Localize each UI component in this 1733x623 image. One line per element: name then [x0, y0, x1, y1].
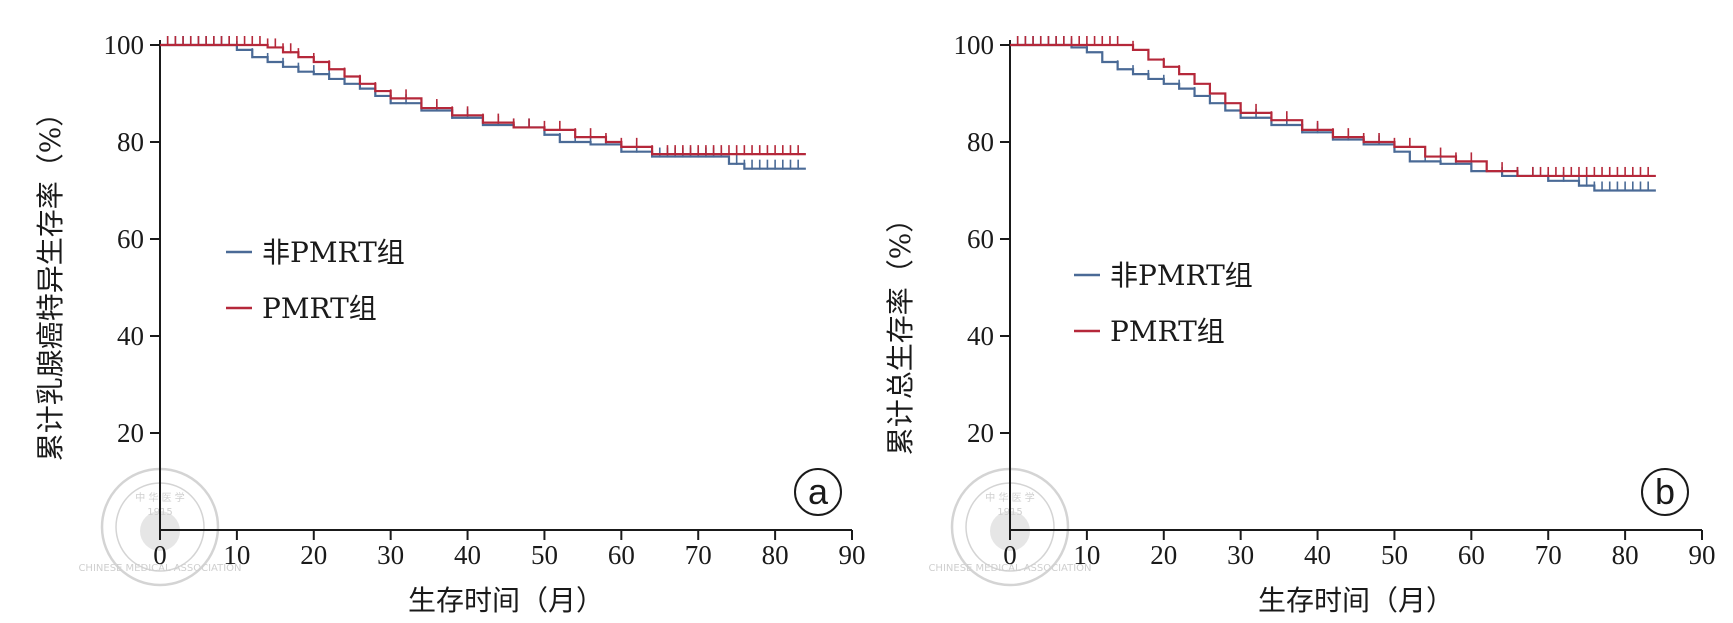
x-tick-label: 90	[1689, 540, 1716, 570]
panel-letter-circle	[794, 468, 842, 516]
legend: 非PMRT组 PMRT组	[1074, 259, 1253, 348]
legend-label: PMRT组	[262, 292, 377, 325]
y-tick-label: 100	[104, 30, 145, 60]
survival-curve	[160, 43, 806, 170]
axes: 0 10 20 30 40 50 60 70 80 90 20 40 60 80 100 生存时间（月） 累计总…	[884, 30, 1716, 617]
x-tick-label: 30	[377, 540, 404, 570]
x-tick-label: 80	[1612, 540, 1639, 570]
y-tick-label: 40	[967, 321, 994, 351]
y-axis-title: 累计乳腺癌特异生存率（%）	[34, 99, 67, 462]
x-tick-label: 30	[1227, 540, 1254, 570]
y-tick-label: 40	[117, 321, 144, 351]
y-tick-label: 60	[117, 224, 144, 254]
y-tick-label: 100	[954, 30, 995, 60]
x-tick-label: 90	[839, 540, 866, 570]
series-group	[1010, 36, 1656, 192]
chart-panel-a: 中 华 医 学1915CHINESE MEDICAL ASSOCIATION 0…	[34, 30, 866, 617]
x-tick-label: 40	[1304, 540, 1331, 570]
x-axis-title: 生存时间（月）	[408, 584, 604, 617]
axes: 0 10 20 30 40 50 60 70 80 90 20 40 60 80 100 生存时间（月） 累计乳…	[34, 30, 866, 617]
legend-label: 非PMRT组	[1110, 259, 1253, 292]
x-tick-label: 80	[762, 540, 789, 570]
y-tick-label: 80	[117, 127, 144, 157]
chart-panel-b: 中 华 医 学1915CHINESE MEDICAL ASSOCIATION 0…	[884, 30, 1716, 617]
x-tick-label: 70	[685, 540, 712, 570]
x-tick-label: 60	[1458, 540, 1485, 570]
x-tick-label: 20	[1150, 540, 1177, 570]
x-tick-label: 0	[1003, 540, 1017, 570]
x-axis-title: 生存时间（月）	[1258, 584, 1454, 617]
survival-curve	[1010, 43, 1656, 178]
panel-label: b	[1641, 468, 1689, 516]
series-group	[160, 36, 806, 170]
y-tick-label: 60	[967, 224, 994, 254]
x-tick-label: 60	[608, 540, 635, 570]
panel-label: a	[794, 468, 842, 516]
seal-ring-text: CHINESE MEDICAL ASSOCIATION	[928, 563, 1091, 574]
x-tick-label: 10	[223, 540, 250, 570]
x-tick-label: 70	[1535, 540, 1562, 570]
legend-label: 非PMRT组	[262, 236, 405, 269]
seal-ring-text: CHINESE MEDICAL ASSOCIATION	[78, 563, 241, 574]
y-tick-label: 20	[117, 418, 144, 448]
x-tick-label: 10	[1073, 540, 1100, 570]
x-tick-label: 20	[300, 540, 327, 570]
panel-letter: b	[1655, 471, 1675, 512]
legend: 非PMRT组 PMRT组	[226, 236, 405, 325]
survival-curve	[1010, 43, 1656, 192]
y-tick-label: 80	[967, 127, 994, 157]
y-axis-title: 累计总生存率（%）	[884, 205, 917, 456]
panel-letter-circle	[1641, 468, 1689, 516]
x-tick-label: 50	[1381, 540, 1408, 570]
x-tick-label: 40	[454, 540, 481, 570]
legend-label: PMRT组	[1110, 315, 1225, 348]
x-tick-label: 50	[531, 540, 558, 570]
y-tick-label: 20	[967, 418, 994, 448]
survival-curve	[160, 43, 806, 156]
x-tick-label: 0	[153, 540, 167, 570]
panel-letter: a	[808, 471, 829, 512]
